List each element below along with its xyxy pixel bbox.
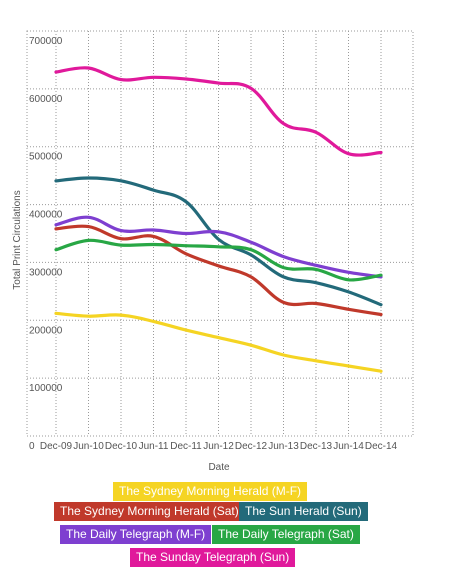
legend-item-6[interactable]: The Sunday Telegraph (Sun) (130, 548, 296, 567)
series-line-5 (54, 238, 383, 282)
y-axis-title: Total Print Circulations (12, 190, 23, 289)
legend-item-1[interactable]: The Sydney Morning Herald (M-F) (113, 482, 308, 501)
series-lines (54, 66, 383, 373)
x-tick-label: Jun-11 (139, 441, 169, 452)
y-tick-label: 400000 (29, 210, 63, 221)
series-line-6 (54, 66, 383, 157)
x-tick-label: Dec-09 (40, 441, 73, 452)
x-tick-label: Dec-11 (170, 441, 202, 452)
y-tick-label: 200000 (29, 325, 63, 336)
y-tick-label: 500000 (29, 152, 63, 163)
y-tick-label: 700000 (29, 36, 63, 47)
series-line-3 (54, 176, 383, 307)
series-line-4 (54, 215, 383, 279)
y-axis-ticks: 0 100000 200000 300000 400000 500000 600000 700… (29, 36, 63, 452)
x-axis-ticks: Dec-09 Jun-10 Dec-10 Jun-11 Dec-11 Jun-12 Dec-… (40, 441, 398, 452)
legend-item-3[interactable]: The Sun Herald (Sun) (239, 502, 368, 521)
series-line-1 (54, 311, 383, 373)
legend-item-4[interactable]: The Daily Telegraph (M-F) (60, 525, 212, 544)
y-tick-label: 0 (29, 441, 35, 452)
legend-item-5[interactable]: The Daily Telegraph (Sat) (212, 525, 360, 544)
x-tick-label: Jun-14 (333, 441, 364, 452)
legend-item-2[interactable]: The Sydney Morning Herald (Sat) (54, 502, 245, 521)
gridlines (26, 30, 414, 437)
x-tick-label: Dec-10 (105, 441, 138, 452)
plot-frame (26, 30, 414, 437)
series-line-2 (54, 224, 383, 317)
y-tick-label: 300000 (29, 267, 63, 278)
x-tick-label: Dec-12 (235, 441, 268, 452)
x-tick-label: Jun-13 (268, 441, 299, 452)
y-tick-label: 100000 (29, 383, 63, 394)
x-tick-label: Dec-13 (300, 441, 333, 452)
x-tick-label: Jun-12 (203, 441, 234, 452)
y-tick-label: 600000 (29, 94, 63, 105)
x-tick-label: Dec-14 (365, 441, 398, 452)
x-tick-label: Jun-10 (73, 441, 104, 452)
x-axis-title: Date (208, 462, 230, 473)
